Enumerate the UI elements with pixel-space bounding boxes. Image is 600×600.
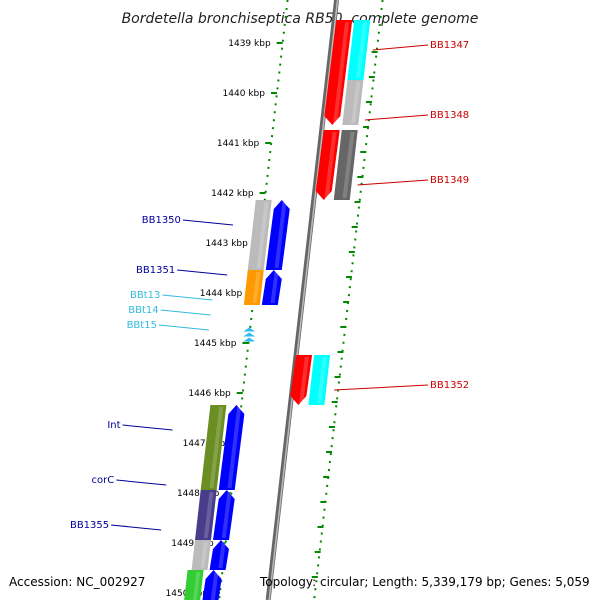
leader-line <box>364 114 429 121</box>
gene-bb1349-reverse <box>315 130 340 200</box>
leader-line <box>122 424 173 431</box>
scale-label: 1449 kbp <box>171 539 214 549</box>
scale-label: 1445 kbp <box>194 339 237 349</box>
accession-label: Accession: NC_002927 <box>9 575 146 589</box>
feature-darkgrey-1 <box>333 130 358 200</box>
feature-grey-1 <box>342 80 364 125</box>
gene-label-bb1351: BB1351 <box>136 265 175 276</box>
gene-next-forward-shine <box>210 572 219 600</box>
gene-label-bbt13: BBt13 <box>130 290 160 301</box>
feature-grey-3-shine <box>200 542 208 568</box>
topology-label: Topology: circular; Length: 5,339,179 bp… <box>260 575 590 589</box>
leader-line <box>334 384 429 391</box>
leader-line <box>158 324 209 331</box>
gene-bb1352-cyan <box>308 355 331 405</box>
scale-label: 1444 kbp <box>200 289 243 299</box>
leader-line <box>116 479 167 486</box>
gene-bb1351-forward-shine <box>270 272 279 303</box>
gene-labels: BB1347 BB1348 BB1349 BB1352 BB1350 BB1351 BBt1… <box>70 40 469 531</box>
scale-label: 1443 kbp <box>205 239 248 249</box>
leader-line <box>160 309 211 316</box>
feature-grey-2-shine <box>256 202 269 268</box>
gene-corc <box>195 490 217 540</box>
leader-line <box>111 524 162 531</box>
genome-title: Bordetella bronchiseptica RB50, complete… <box>122 11 479 27</box>
gene-corc-forward <box>213 490 235 540</box>
gene-bb1351-forward <box>261 270 282 305</box>
feature-green-shine <box>192 572 201 600</box>
scale-label: 1442 kbp <box>211 189 254 199</box>
scale-label: 1446 kbp <box>188 389 231 399</box>
trna-chevron <box>243 327 256 332</box>
gene-corc-shine <box>203 492 214 538</box>
gene-bb1350-forward-shine <box>274 202 287 268</box>
gene-label-bb1355: BB1355 <box>70 520 109 531</box>
gene-bb1347-cyan <box>347 20 371 80</box>
feature-grey-2 <box>247 200 272 270</box>
gene-int-forward-shine <box>227 407 242 488</box>
gene-bb1349-reverse-shine <box>324 132 337 198</box>
scale-label: 1441 kbp <box>217 139 260 149</box>
leader-line <box>162 294 213 301</box>
gene-corc-forward-shine <box>221 492 232 538</box>
gene-label-bb1350: BB1350 <box>142 215 181 226</box>
gene-next-forward <box>202 570 222 600</box>
scale-label: 1440 kbp <box>223 89 266 99</box>
gene-label-int: Int <box>107 420 120 431</box>
gene-bb1352-cyan-shine <box>317 357 327 403</box>
gene-label-bbt14: BBt14 <box>128 305 158 316</box>
gene-int-shine <box>209 407 224 488</box>
gene-bb1347-reverse-shine <box>333 22 350 123</box>
leader-line <box>372 44 429 51</box>
feature-darkgrey-1-shine <box>342 132 355 198</box>
gene-bb1352-reverse-shine <box>299 357 309 403</box>
scale-label: 1439 kbp <box>228 39 271 49</box>
gene-bb1352-reverse <box>290 355 313 405</box>
gene-label-bb1348: BB1348 <box>430 110 469 121</box>
gene-label-bb1347: BB1347 <box>430 40 469 51</box>
feature-green <box>184 570 204 600</box>
trna-chevron <box>243 337 256 342</box>
leader-line <box>357 179 429 186</box>
gene-bb1347-cyan-shine <box>356 22 368 78</box>
backbone-line <box>265 0 340 600</box>
feature-grey-1-shine <box>351 82 361 123</box>
leader-line <box>177 269 228 276</box>
gene-bb1355-forward <box>209 540 229 570</box>
feature-track <box>184 0 371 600</box>
backbone-highlight <box>268 0 339 600</box>
gene-int <box>200 405 227 490</box>
gene-int-forward <box>218 405 245 490</box>
gene-label-bb1349: BB1349 <box>430 175 469 186</box>
gene-bb1347-reverse <box>324 20 353 125</box>
scale-label: 1448 kbp <box>177 489 220 499</box>
feature-orange-shine <box>252 272 261 303</box>
leader-line <box>182 219 233 226</box>
feature-grey-3 <box>191 540 211 570</box>
gene-bb1350-forward <box>265 200 290 270</box>
gene-label-bb1352: BB1352 <box>430 380 469 391</box>
trna-chevron <box>243 332 256 337</box>
gene-bb1355-forward-shine <box>218 542 226 568</box>
scale-label: 1447 kbp <box>183 439 226 449</box>
gene-label-bbt15: BBt15 <box>127 320 157 331</box>
gene-label-corc: corC <box>92 475 115 486</box>
feature-orange <box>243 270 264 305</box>
